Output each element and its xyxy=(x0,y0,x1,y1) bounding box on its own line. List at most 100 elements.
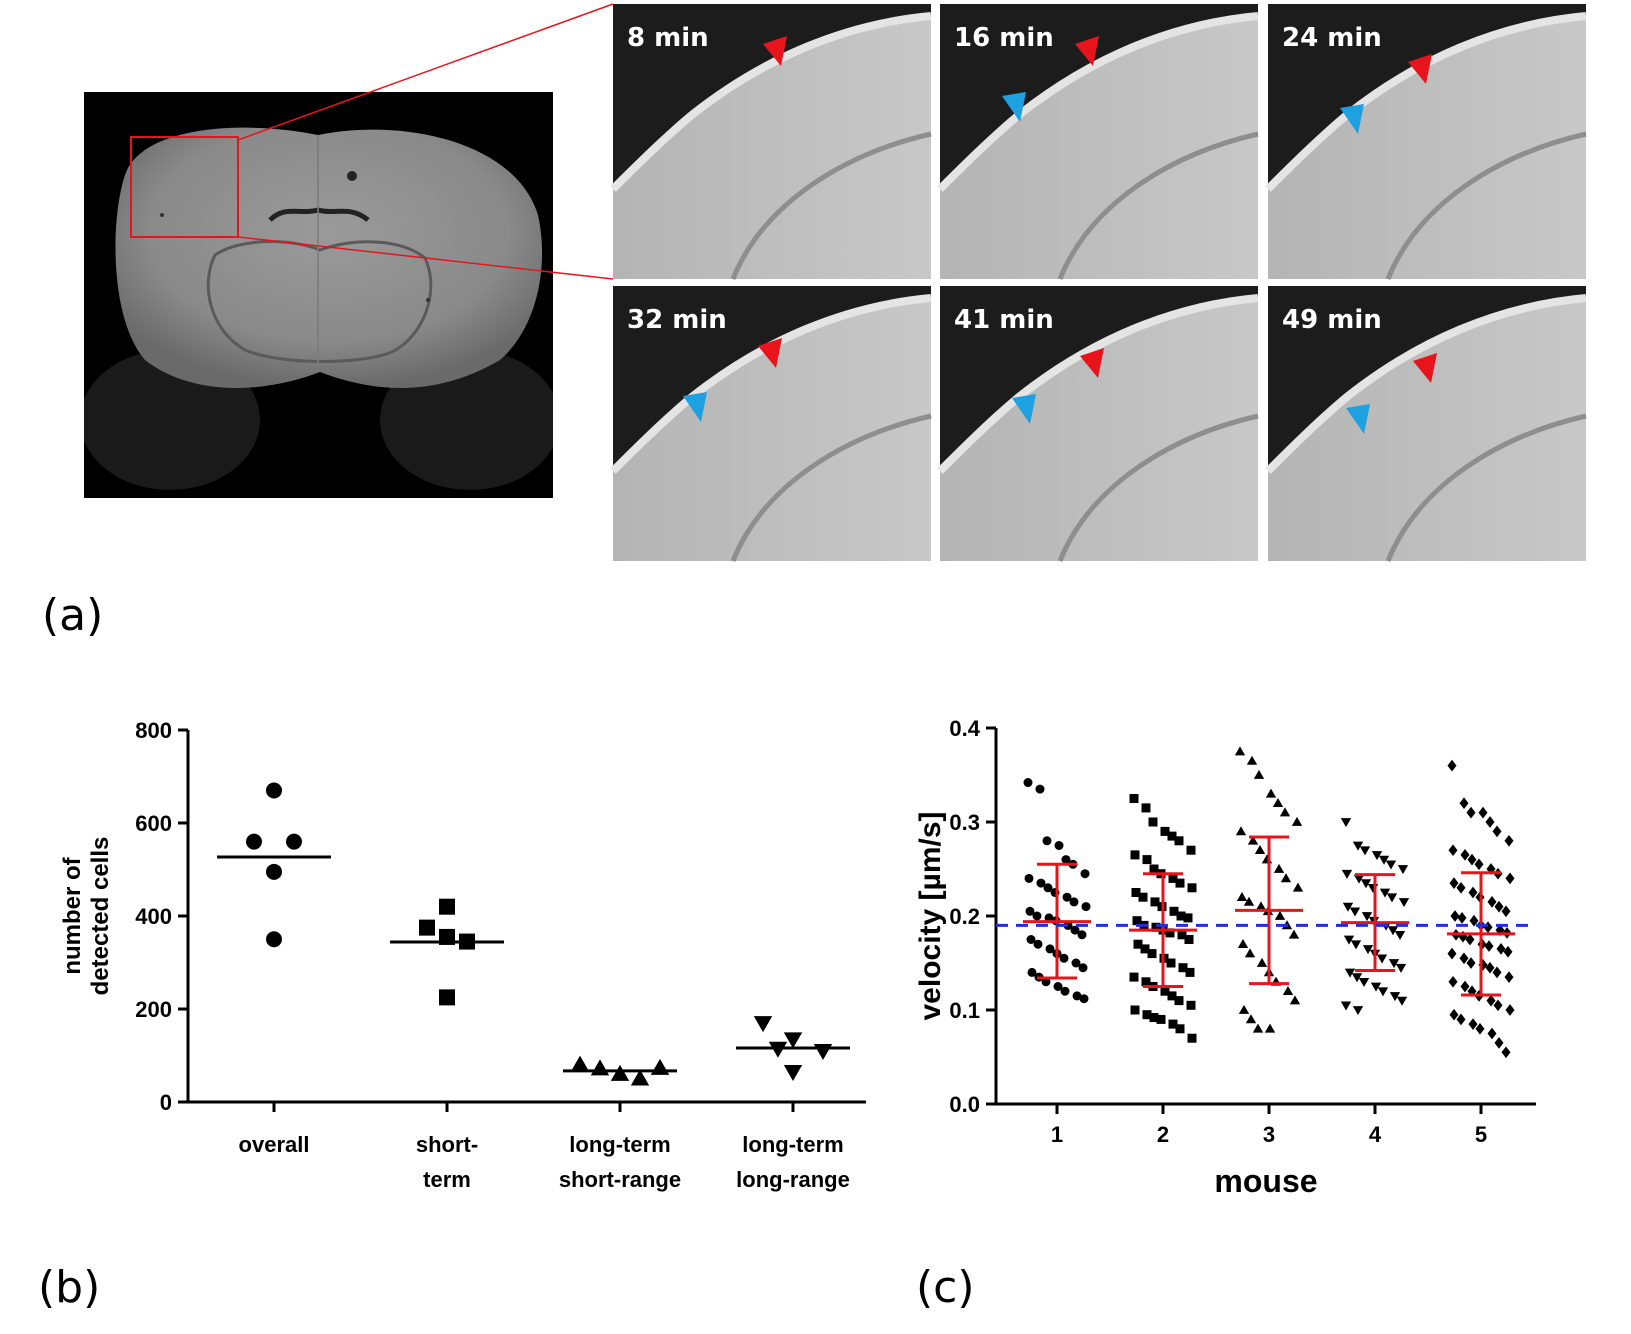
data-point xyxy=(1254,845,1266,855)
data-point xyxy=(1247,835,1259,845)
data-point xyxy=(1186,845,1196,855)
data-point xyxy=(1149,864,1159,874)
data-point xyxy=(1071,958,1081,968)
panel-label-c: (c) xyxy=(916,1262,975,1313)
chart-c-velocity: 0.0 0.1 0.2 0.3 0.4 velocity [µm/s] mouse 1 2 3 4 5 xyxy=(914,716,1536,1199)
data-point xyxy=(1352,841,1364,851)
data-point xyxy=(1340,818,1352,828)
panel-label-a: (a) xyxy=(42,590,103,641)
data-point xyxy=(1253,769,1265,779)
zoom-line-bottom xyxy=(237,236,614,280)
time-label: 16 min xyxy=(954,23,1054,53)
tile-bright-edge xyxy=(1265,12,1587,192)
data-point xyxy=(1130,1005,1140,1015)
data-point xyxy=(1261,854,1273,864)
time-frame-tile: 8 min xyxy=(610,4,932,280)
data-point xyxy=(1448,975,1458,988)
data-point xyxy=(1264,1023,1276,1033)
data-point xyxy=(1078,963,1088,973)
y-axis-title: number ofdetected cells xyxy=(59,837,114,996)
data-point xyxy=(1289,995,1301,1005)
data-point xyxy=(1474,858,1484,871)
data-point xyxy=(1469,914,1479,927)
zoom-box xyxy=(130,136,239,238)
data-point xyxy=(1377,987,1389,997)
data-point xyxy=(1494,900,1504,913)
x-tick-label: 5 xyxy=(1475,1122,1487,1147)
y-tick-label: 400 xyxy=(135,904,172,929)
tile-inner-contour xyxy=(1057,413,1259,562)
data-point xyxy=(1501,1046,1511,1059)
data-point xyxy=(1344,968,1356,978)
time-label: 49 min xyxy=(1282,305,1382,335)
time-frame-tile: 41 min xyxy=(937,286,1259,562)
data-point xyxy=(768,1041,788,1058)
data-point xyxy=(610,1064,630,1081)
data-point xyxy=(1343,935,1355,945)
data-point xyxy=(1288,929,1300,939)
data-point xyxy=(1184,935,1194,944)
data-point xyxy=(1504,834,1514,847)
data-point xyxy=(1353,874,1365,884)
panel-label-b: (b) xyxy=(38,1262,100,1313)
data-point xyxy=(1370,982,1382,992)
data-point xyxy=(1176,911,1186,921)
data-point xyxy=(630,1069,650,1086)
data-point xyxy=(1397,865,1409,875)
data-point xyxy=(1168,1019,1178,1029)
data-point xyxy=(1130,850,1140,860)
data-point xyxy=(1496,943,1506,955)
tile-inner-contour xyxy=(1385,413,1587,562)
data-point xyxy=(266,863,282,880)
data-point xyxy=(266,782,282,799)
data-point xyxy=(1387,926,1399,936)
data-point xyxy=(1033,939,1043,949)
data-point xyxy=(1395,963,1407,973)
data-point xyxy=(1361,912,1373,922)
red-arrowhead-marker xyxy=(1408,54,1432,84)
data-point xyxy=(1485,961,1495,974)
data-point xyxy=(1077,930,1087,940)
data-point xyxy=(1460,980,1470,993)
data-point xyxy=(1291,816,1303,826)
data-point xyxy=(1024,873,1034,883)
data-point xyxy=(286,833,302,850)
data-point xyxy=(246,833,262,850)
data-point xyxy=(1505,1004,1515,1016)
data-point xyxy=(1187,883,1197,893)
data-point xyxy=(1081,902,1091,912)
x-tick-label: overall xyxy=(239,1132,310,1157)
data-point xyxy=(1478,806,1488,819)
data-point xyxy=(1043,883,1053,893)
data-point xyxy=(1059,953,1069,963)
data-point xyxy=(1265,788,1277,798)
data-point xyxy=(1465,933,1475,946)
data-point xyxy=(1360,879,1372,889)
data-point xyxy=(1246,755,1258,765)
data-point xyxy=(1070,925,1080,935)
data-point xyxy=(1351,973,1363,983)
data-point xyxy=(1175,878,1185,888)
y-tick-label: 800 xyxy=(135,718,172,743)
y-tick-label: 0.2 xyxy=(949,904,980,929)
data-point xyxy=(1468,886,1478,899)
data-point xyxy=(1243,896,1255,906)
data-point xyxy=(1060,986,1070,996)
x-tick-label: 4 xyxy=(1369,1122,1382,1147)
data-point xyxy=(1140,944,1150,954)
data-point xyxy=(1167,991,1177,1001)
data-point xyxy=(1041,977,1051,987)
data-point xyxy=(1487,896,1497,908)
data-point xyxy=(1279,807,1291,817)
data-point xyxy=(570,1055,590,1072)
data-point xyxy=(1141,977,1151,987)
data-point xyxy=(1282,986,1294,996)
data-point xyxy=(1447,759,1457,772)
data-point xyxy=(1169,906,1179,916)
data-point xyxy=(1485,816,1495,828)
data-point xyxy=(1025,906,1035,916)
data-point xyxy=(590,1059,610,1076)
data-point xyxy=(1177,930,1187,940)
data-point xyxy=(1160,986,1170,996)
data-point xyxy=(419,919,435,936)
